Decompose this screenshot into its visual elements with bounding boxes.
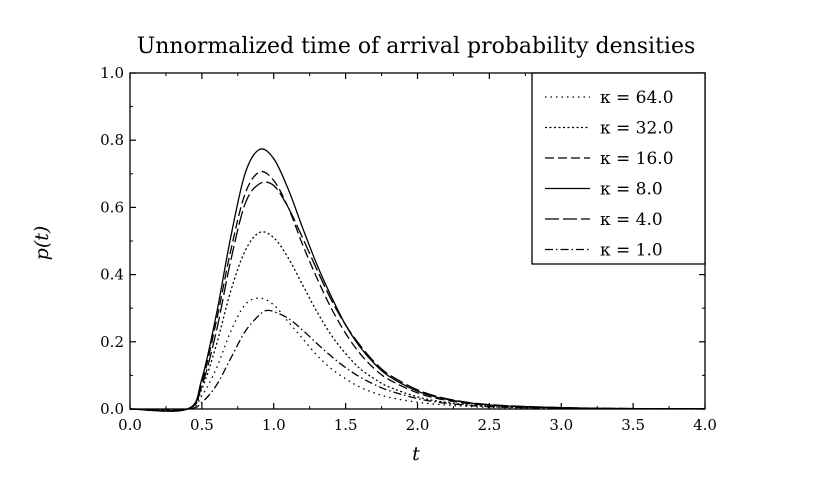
x-tick-label-4: 2.0 — [406, 416, 430, 434]
y-tick-label-2: 0.4 — [100, 266, 124, 284]
legend-label-0: κ = 64.0 — [600, 88, 674, 108]
axis-ticks: 0.0 0.5 1.0 1.5 2.0 2.5 3.0 3.5 4.0 0.0 0.2 0.4 0.6 0… — [100, 64, 717, 434]
y-tick-label-0: 0.0 — [100, 400, 124, 418]
series-line-4 — [129, 181, 706, 412]
x-tick-label-2: 1.0 — [262, 416, 286, 434]
x-axis-label: t — [412, 443, 420, 465]
legend-label-1: κ = 32.0 — [600, 119, 674, 139]
series-curves — [129, 148, 706, 412]
series-line-5 — [129, 309, 706, 411]
y-tick-label-4: 0.8 — [100, 131, 124, 149]
y-axis-label: p(t) — [31, 226, 53, 261]
series-line-0 — [129, 297, 706, 411]
legend-label-4: κ = 4.0 — [600, 210, 663, 230]
x-tick-label-1: 0.5 — [190, 416, 214, 434]
x-tick-label-3: 1.5 — [334, 416, 358, 434]
x-tick-label-0: 0.0 — [118, 416, 142, 434]
x-tick-label-5: 2.5 — [477, 416, 501, 434]
y-tick-label-5: 1.0 — [100, 64, 124, 82]
legend-label-5: κ = 1.0 — [600, 241, 663, 261]
x-tick-label-8: 4.0 — [693, 416, 717, 434]
legend: κ = 64.0 κ = 32.0 κ = 16.0 κ = 8.0 κ = 4.0 κ … — [531, 72, 706, 265]
legend-label-3: κ = 8.0 — [600, 180, 663, 200]
legend-box — [531, 72, 706, 265]
chart-title: Unnormalized time of arrival probability… — [137, 34, 696, 59]
y-tick-label-1: 0.2 — [100, 333, 124, 351]
x-tick-label-7: 3.5 — [621, 416, 645, 434]
legend-label-2: κ = 16.0 — [600, 149, 674, 169]
y-tick-label-3: 0.6 — [100, 198, 124, 216]
x-tick-label-6: 3.0 — [549, 416, 573, 434]
